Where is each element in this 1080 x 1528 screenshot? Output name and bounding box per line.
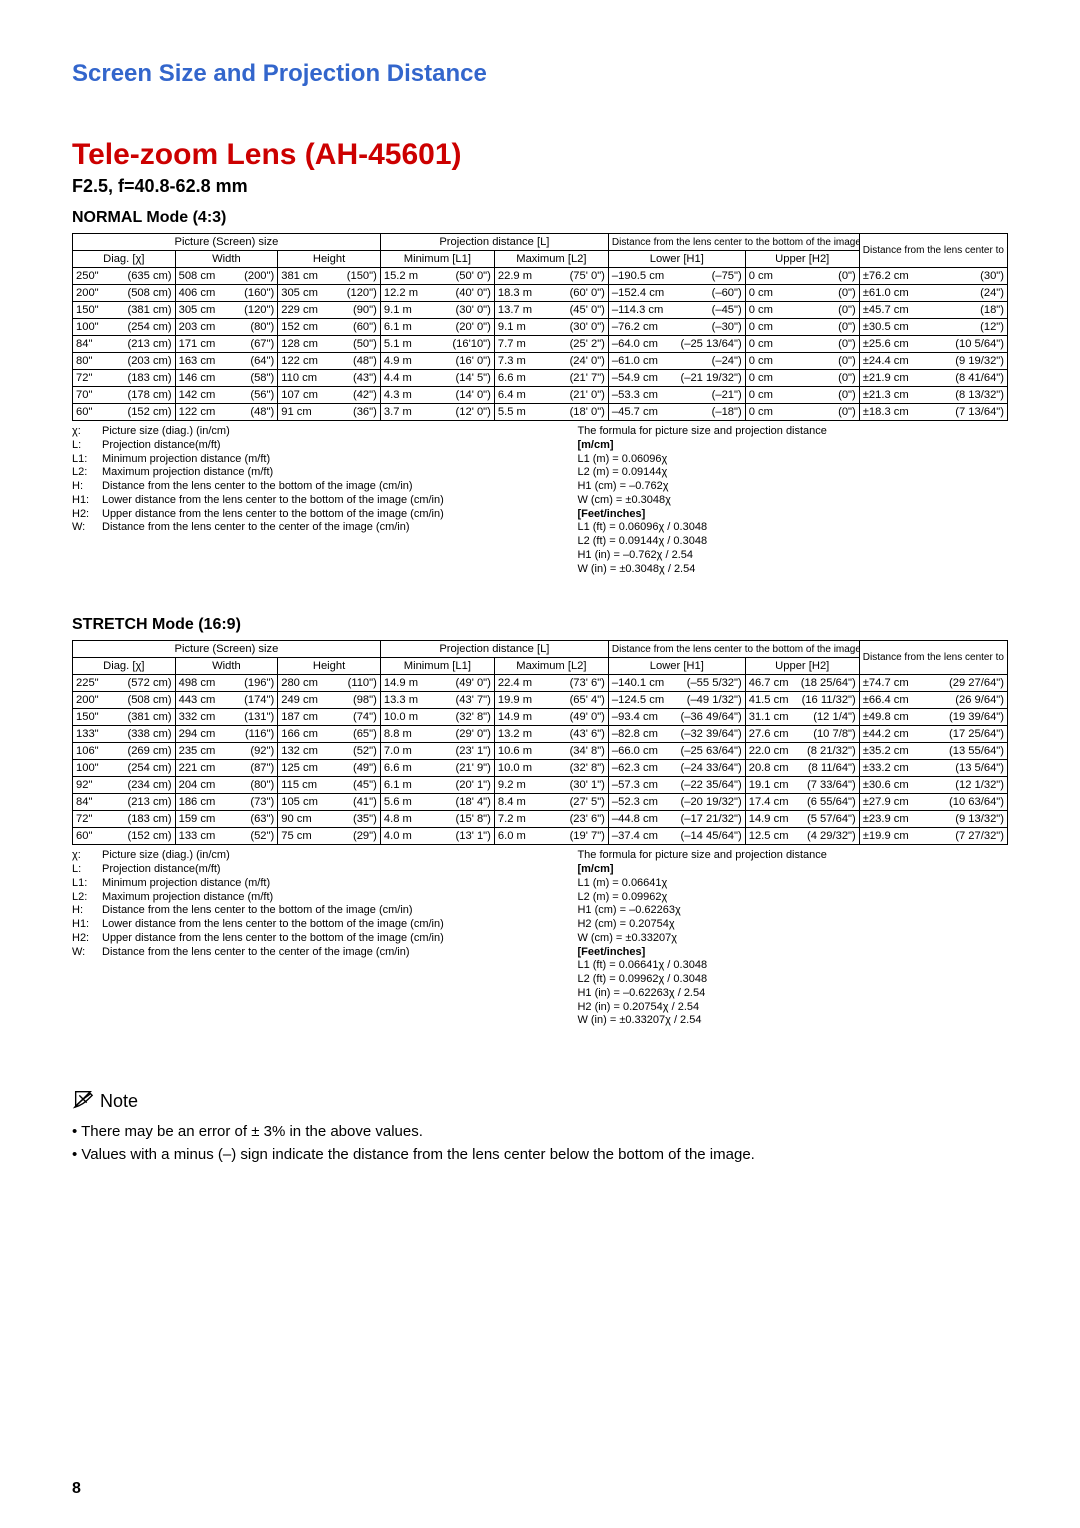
- normal-mode-title: NORMAL Mode (4:3): [72, 209, 1008, 227]
- page-number: 8: [72, 1480, 81, 1498]
- note-block: Note • There may be an error of ± 3% in …: [72, 1088, 1008, 1166]
- th-distW: Distance from the lens center to the cen…: [859, 234, 1007, 268]
- table-row: 84"(213 cm)171 cm(67")128 cm(50")5.1 m(1…: [73, 336, 1008, 353]
- legend-line: H2:Upper distance from the lens center t…: [72, 508, 559, 522]
- table-row: 100"(254 cm)203 cm(80")152 cm(60")6.1 m(…: [73, 319, 1008, 336]
- legend-line: L:Projection distance(m/ft): [72, 863, 559, 877]
- table-row: 133"(338 cm)294 cm(116")166 cm(65")8.8 m…: [73, 726, 1008, 743]
- formula-line: W (cm) = ±0.3048χ: [577, 494, 1008, 508]
- table-row: 60"(152 cm)133 cm(52")75 cm(29")4.0 m(13…: [73, 828, 1008, 845]
- legend-line: W:Distance from the lens center to the c…: [72, 521, 559, 535]
- formula-line: L1 (ft) = 0.06096χ / 0.3048: [577, 521, 1008, 535]
- data-table: Picture (Screen) sizeProjection distance…: [72, 640, 1008, 845]
- th-min: Minimum [L1]: [380, 251, 494, 268]
- legend-line: L2:Maximum projection distance (m/ft): [72, 466, 559, 480]
- table-row: 100"(254 cm)221 cm(87")125 cm(49")6.6 m(…: [73, 760, 1008, 777]
- formula-line: L2 (m) = 0.09962χ: [577, 891, 1008, 905]
- formula-line: H1 (cm) = –0.762χ: [577, 480, 1008, 494]
- th-distH: Distance from the lens center to the bot…: [608, 641, 859, 658]
- th-height: Height: [278, 251, 381, 268]
- note-bullet: • There may be an error of ± 3% in the a…: [72, 1121, 1008, 1144]
- formula-line: W (cm) = ±0.33207χ: [577, 932, 1008, 946]
- formula-line: L2 (m) = 0.09144χ: [577, 466, 1008, 480]
- table-row: 225"(572 cm)498 cm(196")280 cm(110")14.9…: [73, 675, 1008, 692]
- legend-line: L1:Minimum projection distance (m/ft): [72, 453, 559, 467]
- legend-line: H1:Lower distance from the lens center t…: [72, 494, 559, 508]
- th-projection: Projection distance [L]: [380, 234, 608, 251]
- legend-line: H:Distance from the lens center to the b…: [72, 480, 559, 494]
- normal-table-container: Picture (Screen) sizeProjection distance…: [72, 233, 1008, 421]
- data-table: Picture (Screen) sizeProjection distance…: [72, 233, 1008, 421]
- table-row: 150"(381 cm)332 cm(131")187 cm(74")10.0 …: [73, 709, 1008, 726]
- table-row: 80"(203 cm)163 cm(64")122 cm(48")4.9 m(1…: [73, 353, 1008, 370]
- section-title: Screen Size and Projection Distance: [72, 60, 1008, 88]
- th-diag: Diag. [χ]: [73, 251, 176, 268]
- legend-line: χ:Picture size (diag.) (in/cm): [72, 849, 559, 863]
- th-projection: Projection distance [L]: [380, 641, 608, 658]
- formula-line: L2 (ft) = 0.09144χ / 0.3048: [577, 535, 1008, 549]
- th-width: Width: [175, 658, 278, 675]
- th-height: Height: [278, 658, 381, 675]
- legend-line: L:Projection distance(m/ft): [72, 439, 559, 453]
- legend-line: H2:Upper distance from the lens center t…: [72, 932, 559, 946]
- table-row: 92"(234 cm)204 cm(80")115 cm(45")6.1 m(2…: [73, 777, 1008, 794]
- table-row: 200"(508 cm)443 cm(174")249 cm(98")13.3 …: [73, 692, 1008, 709]
- th-min: Minimum [L1]: [380, 658, 494, 675]
- formula-line: H2 (in) = 0.20754χ / 2.54: [577, 1001, 1008, 1015]
- note-icon: [72, 1088, 94, 1115]
- legend-line: H1:Lower distance from the lens center t…: [72, 918, 559, 932]
- formula-line: H1 (cm) = –0.62263χ: [577, 904, 1008, 918]
- table-row: 70"(178 cm)142 cm(56")107 cm(42")4.3 m(1…: [73, 387, 1008, 404]
- stretch-table-container: Picture (Screen) sizeProjection distance…: [72, 640, 1008, 845]
- table-row: 106"(269 cm)235 cm(92")132 cm(52")7.0 m(…: [73, 743, 1008, 760]
- formula-line: H1 (in) = –0.62263χ / 2.54: [577, 987, 1008, 1001]
- formula-unit-mcm: [m/cm]: [577, 439, 1008, 453]
- table-row: 150"(381 cm)305 cm(120")229 cm(90")9.1 m…: [73, 302, 1008, 319]
- formula-line: W (in) = ±0.33207χ / 2.54: [577, 1014, 1008, 1028]
- spec-line: F2.5, f=40.8-62.8 mm: [72, 176, 1008, 197]
- table-row: 84"(213 cm)186 cm(73")105 cm(41")5.6 m(1…: [73, 794, 1008, 811]
- th-max: Maximum [L2]: [494, 251, 608, 268]
- formula-line: L1 (m) = 0.06096χ: [577, 453, 1008, 467]
- formula-line: L1 (m) = 0.06641χ: [577, 877, 1008, 891]
- legend-line: L1:Minimum projection distance (m/ft): [72, 877, 559, 891]
- th-lower: Lower [H1]: [608, 251, 745, 268]
- th-upper: Upper [H2]: [745, 658, 859, 675]
- formula-line: H2 (cm) = 0.20754χ: [577, 918, 1008, 932]
- th-max: Maximum [L2]: [494, 658, 608, 675]
- formula-line: L2 (ft) = 0.09962χ / 0.3048: [577, 973, 1008, 987]
- legend-line: L2:Maximum projection distance (m/ft): [72, 891, 559, 905]
- legend-line: W:Distance from the lens center to the c…: [72, 946, 559, 960]
- formula-line: W (in) = ±0.3048χ / 2.54: [577, 563, 1008, 577]
- table-row: 72"(183 cm)146 cm(58")110 cm(43")4.4 m(1…: [73, 370, 1008, 387]
- legend-line: χ:Picture size (diag.) (in/cm): [72, 425, 559, 439]
- th-picture: Picture (Screen) size: [73, 641, 381, 658]
- th-distW: Distance from the lens center to the cen…: [859, 641, 1007, 675]
- formula-unit-ft: [Feet/inches]: [577, 946, 1008, 960]
- lens-title: Tele-zoom Lens (AH-45601): [72, 138, 1008, 172]
- stretch-legend: χ:Picture size (diag.) (in/cm)L:Projecti…: [72, 849, 1008, 1028]
- legend-line: H:Distance from the lens center to the b…: [72, 904, 559, 918]
- note-bullet: • Values with a minus (–) sign indicate …: [72, 1144, 1008, 1167]
- formula-line: L1 (ft) = 0.06641χ / 0.3048: [577, 959, 1008, 973]
- table-row: 200"(508 cm)406 cm(160")305 cm(120")12.2…: [73, 285, 1008, 302]
- table-row: 60"(152 cm)122 cm(48")91 cm(36")3.7 m(12…: [73, 404, 1008, 421]
- formula-title: The formula for picture size and project…: [577, 425, 1008, 439]
- normal-legend: χ:Picture size (diag.) (in/cm)L:Projecti…: [72, 425, 1008, 576]
- stretch-mode-title: STRETCH Mode (16:9): [72, 616, 1008, 634]
- formula-line: H1 (in) = –0.762χ / 2.54: [577, 549, 1008, 563]
- th-width: Width: [175, 251, 278, 268]
- th-distH: Distance from the lens center to the bot…: [608, 234, 859, 251]
- table-row: 250"(635 cm)508 cm(200")381 cm(150")15.2…: [73, 268, 1008, 285]
- formula-unit-ft: [Feet/inches]: [577, 508, 1008, 522]
- note-title: Note: [100, 1091, 138, 1112]
- th-lower: Lower [H1]: [608, 658, 745, 675]
- th-picture: Picture (Screen) size: [73, 234, 381, 251]
- th-diag: Diag. [χ]: [73, 658, 176, 675]
- formula-unit-mcm: [m/cm]: [577, 863, 1008, 877]
- th-upper: Upper [H2]: [745, 251, 859, 268]
- table-row: 72"(183 cm)159 cm(63")90 cm(35")4.8 m(15…: [73, 811, 1008, 828]
- formula-title: The formula for picture size and project…: [577, 849, 1008, 863]
